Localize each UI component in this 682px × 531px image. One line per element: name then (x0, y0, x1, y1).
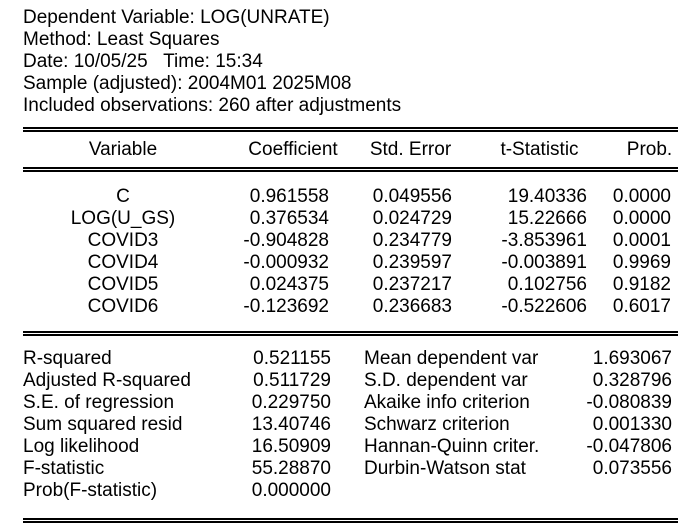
cell-variable: COVID5 (87, 274, 159, 295)
column-header-t-statistic: t-Statistic (500, 138, 579, 160)
cell-prob: 0.6017 (612, 296, 671, 317)
equation-header: Dependent Variable: LOG(UNRATE) Method: … (23, 7, 678, 117)
summary-label-left: Sum squared resid (23, 414, 183, 435)
table-rule-header (23, 167, 678, 172)
summary-spacer (331, 458, 364, 480)
column-header-coefficient: Coefficient (248, 138, 338, 160)
summary-label-left: Adjusted R-squared (23, 370, 191, 391)
cell-std-error: 0.049556 (372, 186, 452, 207)
summary-label-right: Durbin-Watson stat (364, 458, 526, 479)
summary-value-left: 0.229750 (251, 392, 331, 413)
summary-value-right: 0.328796 (592, 370, 672, 391)
summary-label-left: R-squared (23, 348, 112, 369)
regression-output: Dependent Variable: LOG(UNRATE) Method: … (23, 0, 678, 523)
coefficients-table-header: Variable Coefficient Std. Error t-Statis… (23, 132, 678, 167)
summary-value-right: -0.080839 (586, 392, 672, 413)
cell-std-error: 0.236683 (372, 296, 452, 317)
table-rule-top (23, 127, 678, 132)
summary-spacer (331, 480, 364, 502)
coefficients-table: C 0.961558 0.049556 19.40336 0.0000 LOG(… (23, 172, 678, 331)
summary-label-right: Hannan-Quinn criter. (364, 436, 540, 457)
cell-coefficient: -0.904828 (243, 230, 329, 251)
table-row: COVID5 0.024375 0.237217 0.102756 0.9182 (23, 274, 678, 296)
date-time-line: Date: 10/05/25 Time: 15:34 (23, 51, 263, 72)
observations-line: Included observations: 260 after adjustm… (23, 95, 402, 116)
cell-t-statistic: -0.003891 (501, 252, 587, 273)
cell-prob: 0.0000 (612, 208, 671, 229)
summary-value-right: 0.001330 (592, 414, 672, 435)
cell-coefficient: -0.000932 (243, 252, 329, 273)
summary-value-right (553, 480, 672, 502)
cell-variable: LOG(U_GS) (70, 208, 176, 229)
summary-label-right: Mean dependent var (364, 348, 539, 369)
column-header-row: Variable Coefficient Std. Error t-Statis… (23, 132, 678, 167)
table-rule-mid (23, 331, 678, 336)
summary-label-left: F-statistic (23, 458, 105, 479)
cell-coefficient: 0.376534 (249, 208, 329, 229)
summary-label-left: Prob(F-statistic) (23, 480, 158, 501)
cell-std-error: 0.024729 (372, 208, 452, 229)
cell-variable: COVID4 (87, 252, 159, 273)
cell-t-statistic: 15.22666 (507, 208, 587, 229)
summary-value-right: -0.047806 (586, 436, 672, 457)
summary-label-right (364, 480, 553, 502)
cell-prob: 0.0001 (612, 230, 671, 251)
method-line: Method: Least Squares (23, 29, 220, 50)
table-row: LOG(U_GS) 0.376534 0.024729 15.22666 0.0… (23, 208, 678, 230)
summary-spacer (331, 348, 364, 370)
summary-value-left: 16.50909 (251, 436, 331, 457)
cell-t-statistic: -0.522606 (501, 296, 587, 317)
summary-spacer (331, 370, 364, 392)
table-row: COVID6 -0.123692 0.236683 -0.522606 0.60… (23, 296, 678, 331)
cell-variable: C (116, 186, 130, 207)
table-row: C 0.961558 0.049556 19.40336 0.0000 (23, 172, 678, 208)
cell-std-error: 0.239597 (372, 252, 452, 273)
table-rule-bottom (23, 518, 678, 523)
column-header-std-error: Std. Error (369, 138, 452, 160)
summary-label-right: Schwarz criterion (364, 414, 510, 435)
sample-line: Sample (adjusted): 2004M01 2025M08 (23, 73, 352, 94)
cell-coefficient: -0.123692 (243, 296, 329, 317)
summary-value-left: 0.000000 (251, 480, 331, 501)
summary-value-right: 1.693067 (592, 348, 672, 369)
summary-value-left: 0.521155 (253, 348, 331, 369)
cell-coefficient: 0.961558 (249, 186, 329, 207)
summary-label-left: S.E. of regression (23, 392, 175, 413)
column-header-variable: Variable (88, 138, 158, 160)
summary-label-right: Akaike info criterion (364, 392, 530, 413)
cell-std-error: 0.237217 (372, 274, 452, 295)
summary-spacer (331, 414, 364, 436)
cell-prob: 0.9182 (612, 274, 671, 295)
summary-value-left: 55.28870 (251, 458, 331, 479)
summary-label-right: S.D. dependent var (364, 370, 528, 391)
summary-value-right: 0.073556 (592, 458, 672, 479)
dependent-variable-line: Dependent Variable: LOG(UNRATE) (23, 7, 330, 28)
summary-spacer (331, 436, 364, 458)
summary-spacer (331, 392, 364, 414)
summary-value-left: 0.511729 (253, 370, 331, 391)
cell-variable: COVID3 (87, 230, 159, 251)
cell-t-statistic: -3.853961 (501, 230, 587, 251)
column-header-prob: Prob. (626, 138, 673, 160)
summary-value-left: 13.40746 (251, 414, 331, 435)
table-row: COVID3 -0.904828 0.234779 -3.853961 0.00… (23, 230, 678, 252)
summary-label-left: Log likelihood (23, 436, 140, 457)
cell-std-error: 0.234779 (372, 230, 452, 251)
cell-t-statistic: 0.102756 (507, 274, 587, 295)
summary-stats: R-squared 0.521155 Mean dependent var 1.… (23, 348, 678, 502)
table-row: COVID4 -0.000932 0.239597 -0.003891 0.99… (23, 252, 678, 274)
cell-variable: COVID6 (87, 296, 159, 317)
cell-t-statistic: 19.40336 (507, 186, 587, 207)
cell-coefficient: 0.024375 (249, 274, 329, 295)
cell-prob: 0.0000 (612, 186, 671, 207)
cell-prob: 0.9969 (612, 252, 671, 273)
